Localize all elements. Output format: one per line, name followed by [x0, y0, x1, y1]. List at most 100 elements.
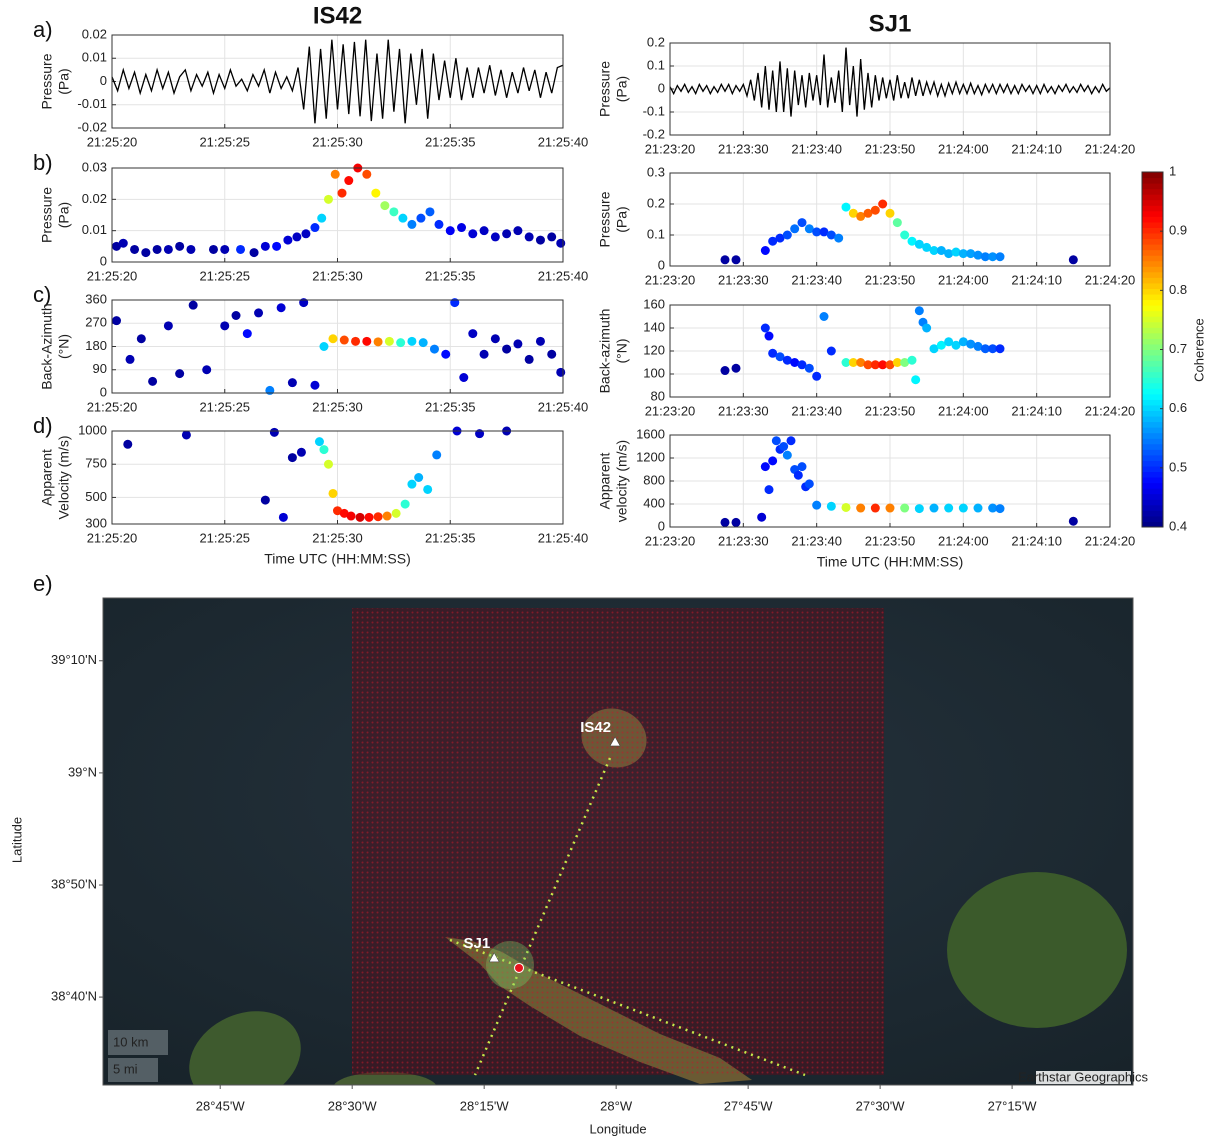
x-tick-label: 21:25:30: [312, 268, 363, 283]
station-marker: [488, 952, 500, 963]
detection-point: [355, 512, 365, 522]
detection-point: [775, 352, 785, 362]
detection-point: [856, 358, 866, 367]
detection-point: [490, 334, 500, 344]
detection-point: [804, 479, 814, 489]
colorbar-step: [1142, 410, 1163, 417]
x-tick-label: 21:24:10: [1011, 403, 1062, 418]
colorbar-step: [1142, 427, 1163, 434]
detection-point: [163, 244, 173, 254]
detection-point: [396, 338, 406, 348]
detection-point: [790, 358, 800, 367]
detection-point: [468, 329, 478, 339]
y-tick-label: 0.2: [647, 34, 665, 49]
detection-point: [432, 450, 442, 460]
detection-point: [344, 176, 354, 186]
panel-label: d): [33, 413, 53, 438]
y-axis-label: (Pa): [614, 76, 630, 102]
y-tick-label: 400: [643, 495, 665, 510]
colorbar-step: [1142, 338, 1163, 345]
detection-point: [364, 512, 374, 522]
detection-point: [812, 227, 822, 237]
x-tick-label: 21:25:25: [199, 530, 250, 545]
station-label: IS42: [580, 719, 611, 736]
detection-point: [425, 207, 435, 217]
detection-point: [260, 495, 270, 505]
map-background: [103, 598, 1133, 1085]
y-tick-label: 0.02: [82, 26, 107, 41]
detection-point: [136, 334, 146, 344]
detection-point: [720, 255, 730, 265]
detection-point: [434, 219, 444, 229]
detection-point: [731, 363, 741, 373]
detection-point: [220, 321, 230, 331]
scale-mi: [108, 1058, 158, 1082]
search-grid: [352, 608, 884, 1075]
detection-point: [450, 298, 460, 308]
detection-point: [524, 354, 534, 364]
y-tick-label: 0: [100, 253, 107, 268]
detection-point: [812, 500, 822, 510]
detection-point: [812, 371, 822, 381]
detection-point: [988, 252, 998, 262]
detection-point: [980, 344, 990, 354]
detection-point: [958, 337, 968, 347]
detection-point: [323, 194, 333, 204]
x-tick-label: 21:23:50: [865, 272, 916, 287]
detection-point: [323, 459, 333, 469]
y-tick-label: 0: [100, 73, 107, 88]
colorbar-step: [1142, 288, 1163, 295]
x-tick-label: 21:23:20: [645, 272, 696, 287]
colorbar-step: [1142, 321, 1163, 328]
colorbar-step: [1142, 454, 1163, 461]
detection-point: [236, 244, 246, 254]
colorbar-step: [1142, 249, 1163, 256]
panel-label: e): [33, 571, 53, 596]
x-tick-label: 27°30'W: [856, 1098, 906, 1113]
detection-point: [922, 242, 932, 252]
detection-point: [720, 366, 730, 376]
x-tick-label: 21:25:30: [312, 399, 363, 414]
detection-point: [287, 378, 297, 388]
detection-point: [768, 348, 778, 358]
y-tick-label: 100: [643, 365, 665, 380]
detection-point: [242, 329, 252, 339]
y-tick-label: 0.01: [82, 50, 107, 65]
y-tick-label: 140: [643, 319, 665, 334]
beam-sj1: [449, 938, 806, 1077]
colorbar-step: [1142, 343, 1163, 350]
axes-frame: [669, 304, 1111, 398]
detection-point: [283, 235, 293, 245]
detection-point: [524, 232, 534, 242]
detection-point: [764, 485, 774, 495]
map-frame: [102, 597, 1134, 1086]
detection-point: [220, 244, 230, 254]
detection-point: [317, 213, 327, 223]
colorbar-step: [1142, 482, 1163, 489]
detection-point: [202, 365, 212, 375]
x-tick-label: 28°30'W: [328, 1098, 378, 1113]
x-tick-label: 21:25:30: [312, 134, 363, 149]
colorbar-step: [1142, 188, 1163, 195]
detection-point: [973, 341, 983, 351]
colorbar-tick-label: 0.4: [1169, 518, 1187, 533]
axes-frame: [669, 434, 1111, 528]
detection-point: [175, 369, 185, 379]
detection-point: [272, 241, 282, 251]
detection-point: [513, 226, 523, 236]
x-tick-label: 21:23:40: [791, 141, 842, 156]
detection-point: [870, 503, 880, 513]
chart-title: SJ1: [869, 10, 912, 37]
detection-point: [966, 339, 976, 349]
x-tick-label: 21:24:20: [1085, 533, 1136, 548]
detection-point: [249, 248, 259, 258]
colorbar-step: [1142, 510, 1163, 517]
x-tick-label: 21:23:30: [718, 533, 769, 548]
detection-point: [757, 512, 767, 522]
detection-point: [834, 233, 844, 243]
detection-point: [771, 436, 781, 446]
detection-point: [112, 241, 122, 251]
island-bottom: [333, 1072, 437, 1085]
y-tick-label: -0.1: [643, 103, 665, 118]
detection-point: [468, 229, 478, 239]
